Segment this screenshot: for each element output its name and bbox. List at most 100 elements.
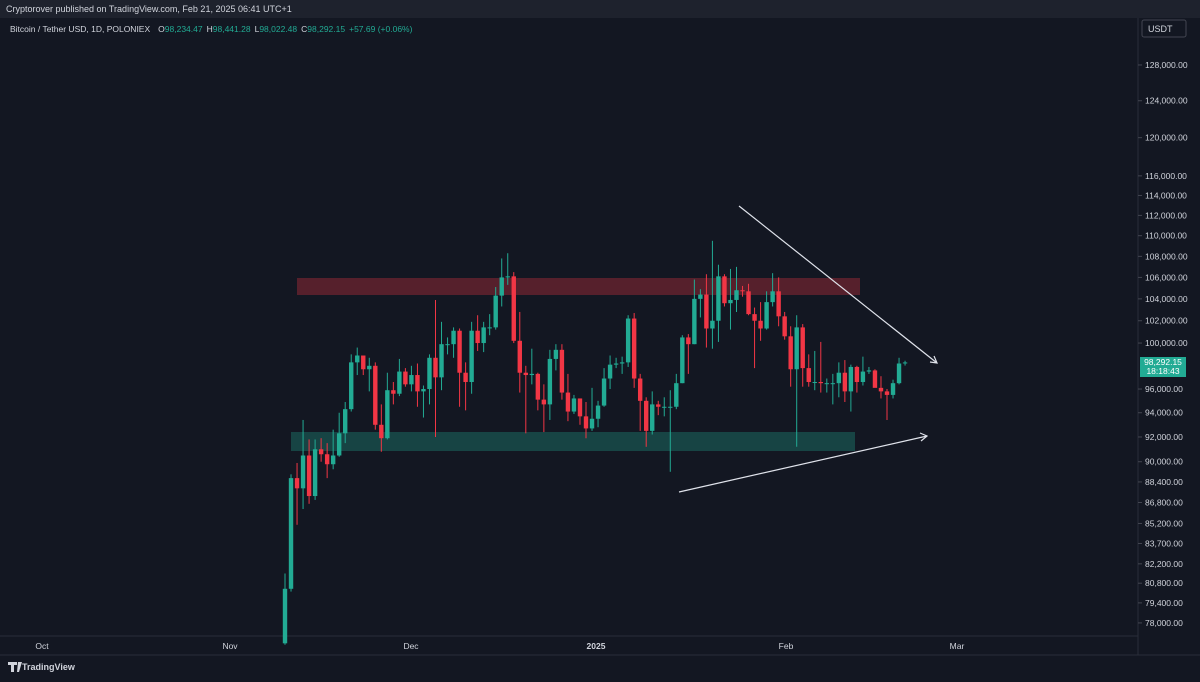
ohlc-value: 98,292.15 xyxy=(307,24,345,34)
candle-body xyxy=(698,294,703,299)
candle-body xyxy=(631,318,637,379)
candle-body xyxy=(517,340,522,373)
candle-body xyxy=(391,390,396,394)
candle-body xyxy=(403,371,408,385)
candle-body xyxy=(330,455,336,465)
candle-body xyxy=(457,330,462,373)
candle-body xyxy=(728,299,733,304)
support-zone xyxy=(291,432,855,451)
candle-body xyxy=(637,378,643,401)
candle-body xyxy=(902,362,908,364)
y-tick-label: 110,000.00 xyxy=(1145,231,1187,241)
price-tag xyxy=(1140,357,1186,377)
candle-body xyxy=(349,362,354,410)
currency-box[interactable] xyxy=(1141,19,1187,38)
candle-body xyxy=(445,344,450,346)
ohlc-value: 98,441.28 xyxy=(213,24,251,34)
candle-body xyxy=(716,276,721,321)
candle-body xyxy=(800,327,805,369)
candle-body xyxy=(836,372,842,384)
candle-body xyxy=(740,290,745,292)
candle-body xyxy=(306,455,312,497)
candle-body xyxy=(619,362,625,364)
candle-body xyxy=(752,314,757,321)
candle-body xyxy=(463,372,468,383)
candle-body xyxy=(770,291,775,303)
trend-line xyxy=(678,435,928,493)
x-tick-label: Feb xyxy=(779,641,794,651)
symbol-legend: Bitcoin / Tether USD, 1D, POLONIEX O98,23… xyxy=(10,24,413,34)
candle-body xyxy=(662,406,667,408)
y-tick-label: 79,400.00 xyxy=(1145,598,1183,608)
y-tick-label: 82,200.00 xyxy=(1145,559,1183,569)
y-tick-label: 114,000.00 xyxy=(1145,190,1187,200)
candle-body xyxy=(529,373,535,376)
candle-body xyxy=(674,383,679,407)
candle-body xyxy=(583,416,589,429)
price-tag-price: 98,292.15 xyxy=(1144,357,1182,367)
candle-body xyxy=(553,349,559,359)
x-tick-label: 2025 xyxy=(587,641,606,651)
candle-body xyxy=(776,291,781,317)
ohlc-value: 98,022.48 xyxy=(259,24,297,34)
candle-body xyxy=(878,387,884,392)
resistance-zone xyxy=(297,278,860,295)
candle-body xyxy=(373,365,378,425)
candle-body xyxy=(343,409,348,434)
candle-body xyxy=(427,357,432,390)
candle-body xyxy=(385,390,390,439)
currency[interactable]: USDT xyxy=(1148,24,1173,34)
candle-body xyxy=(421,389,426,392)
candle-body xyxy=(577,398,583,417)
arrow-head xyxy=(929,355,938,364)
ohlc-value: 98,234.47 xyxy=(165,24,203,34)
candle-body xyxy=(379,424,384,439)
y-tick-label: 116,000.00 xyxy=(1145,171,1187,181)
candle-body xyxy=(294,478,300,489)
y-tick-label: 78,000.00 xyxy=(1145,618,1183,628)
candle-body xyxy=(505,276,510,278)
candle-body xyxy=(282,588,288,644)
candle-body xyxy=(324,454,330,465)
candle-body xyxy=(481,327,486,344)
ohlc-key: L xyxy=(255,24,260,34)
candle-body xyxy=(361,355,366,370)
candle-body xyxy=(493,295,498,328)
candle-body xyxy=(367,365,372,370)
candle-body xyxy=(866,370,872,372)
candle-body xyxy=(656,404,661,407)
y-tick-label: 86,800.00 xyxy=(1145,498,1183,508)
candle-body xyxy=(336,433,342,456)
candle-body xyxy=(794,327,799,370)
candle-body xyxy=(475,330,480,344)
trend-line xyxy=(738,205,938,364)
candle-body xyxy=(397,371,402,394)
y-tick-label: 104,000.00 xyxy=(1145,294,1188,304)
candle-body xyxy=(300,455,306,489)
y-tick-label: 96,000.00 xyxy=(1145,384,1183,394)
candle-body xyxy=(355,355,360,363)
y-tick-label: 80,800.00 xyxy=(1145,578,1183,588)
y-axis: 128,000.00 124,000.00 120,000.00 116,000.00… xyxy=(1138,60,1188,628)
arrow-head xyxy=(919,432,929,442)
logo xyxy=(8,662,22,672)
candle-body xyxy=(890,383,896,395)
candle-body xyxy=(547,358,553,405)
candle-body xyxy=(722,276,727,304)
candle-body xyxy=(848,366,854,392)
change: +57.69 (+0.06%) xyxy=(349,24,412,34)
candle-body xyxy=(589,418,595,429)
candle-body xyxy=(595,405,601,419)
top-bar xyxy=(0,0,1200,18)
ohlc-key: C xyxy=(301,24,307,34)
price-tag-countdown: 18:18:43 xyxy=(1146,366,1179,376)
y-tick-label: 94,000.00 xyxy=(1145,408,1183,418)
y-tick-label: 85,200.00 xyxy=(1145,518,1183,528)
y-tick-label: 88,400.00 xyxy=(1145,477,1183,487)
x-tick-label: Dec xyxy=(403,641,419,651)
ohlc-key: H xyxy=(207,24,213,34)
candle-body xyxy=(288,478,294,589)
candle-body xyxy=(746,291,751,315)
